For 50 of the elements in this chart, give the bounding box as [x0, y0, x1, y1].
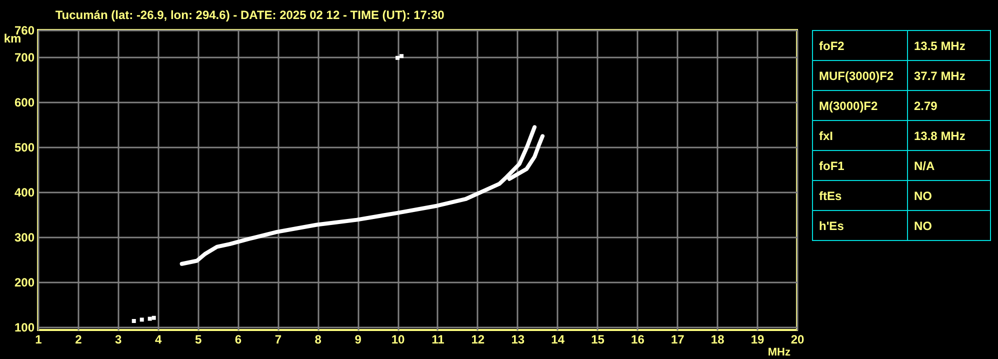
- text: NO: [908, 180, 990, 210]
- text: 13.5 MHz: [908, 30, 990, 60]
- x-tick-label: 5: [194, 332, 202, 346]
- x-tick-label: 20: [790, 332, 804, 346]
- text: foF2: [812, 30, 908, 60]
- x-tick-label: 2: [75, 332, 82, 346]
- text: h'Es: [812, 210, 908, 240]
- point: [148, 316, 152, 321]
- x-tick-label: 6: [234, 332, 242, 346]
- x-tick-label: 10: [391, 332, 406, 346]
- text: N/A: [908, 150, 990, 180]
- x-tick-label: 19: [750, 332, 765, 346]
- x-tick-label: 13: [511, 332, 525, 346]
- y-tick-label: 760: [14, 24, 35, 38]
- text: M(3000)F2: [812, 90, 908, 120]
- x-axis-title: MHz: [768, 346, 791, 358]
- x-tick-label: 11: [432, 332, 445, 346]
- x-tick-label: 14: [551, 332, 565, 346]
- y-tick-label: 400: [14, 185, 35, 200]
- x-tick-label: 18: [710, 332, 725, 346]
- text: foF1: [812, 150, 908, 180]
- x-tick-label: 16: [631, 332, 645, 346]
- x-tick-label: 7: [274, 332, 282, 346]
- y-tick-label: 300: [14, 230, 35, 244]
- x-tick-label: 12: [471, 332, 485, 346]
- chart-title: Tucumán (lat: -26.9, lon: 294.6) - DATE: 2025 02 12 - TIME (UT): 17:30: [55, 8, 445, 22]
- x-tick-label: 3: [115, 332, 122, 346]
- x-tick-label: 15: [591, 332, 605, 346]
- text: NO: [908, 210, 990, 240]
- y-tick-label: 600: [14, 95, 35, 110]
- text: MUF(3000)F2: [812, 60, 908, 90]
- x-tick-label: 9: [354, 332, 362, 346]
- text: 2.79: [908, 90, 990, 120]
- text: 13.8 MHz: [908, 120, 990, 150]
- point: [152, 316, 156, 320]
- x-tick-label: 1: [35, 332, 42, 346]
- y-tick-label: 700: [14, 50, 35, 64]
- point: [400, 54, 404, 58]
- y-tick-label: 500: [14, 140, 35, 154]
- x-tick-label: 17: [670, 332, 685, 346]
- y-tick-label: 200: [14, 275, 35, 290]
- point: [396, 56, 400, 60]
- point: [132, 319, 136, 324]
- text: ftEs: [812, 180, 908, 210]
- x-tick-label: 8: [314, 332, 322, 346]
- y-tick-label: 100: [14, 320, 35, 334]
- text: fxI: [812, 120, 908, 150]
- x-tick-label: 4: [155, 332, 162, 346]
- point: [140, 318, 144, 322]
- text: 37.7 MHz: [908, 60, 990, 90]
